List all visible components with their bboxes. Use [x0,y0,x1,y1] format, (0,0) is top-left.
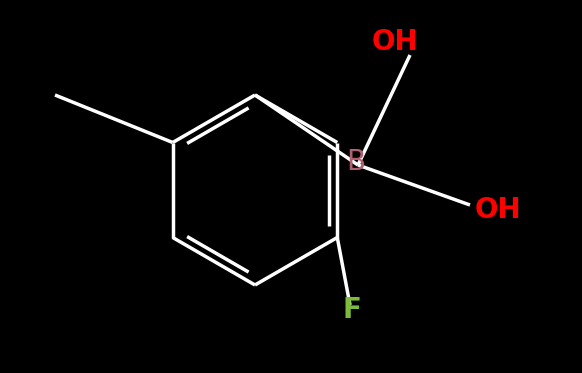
Text: OH: OH [475,196,521,224]
Text: B: B [346,148,365,176]
Text: F: F [343,296,361,324]
Text: OH: OH [372,28,418,56]
